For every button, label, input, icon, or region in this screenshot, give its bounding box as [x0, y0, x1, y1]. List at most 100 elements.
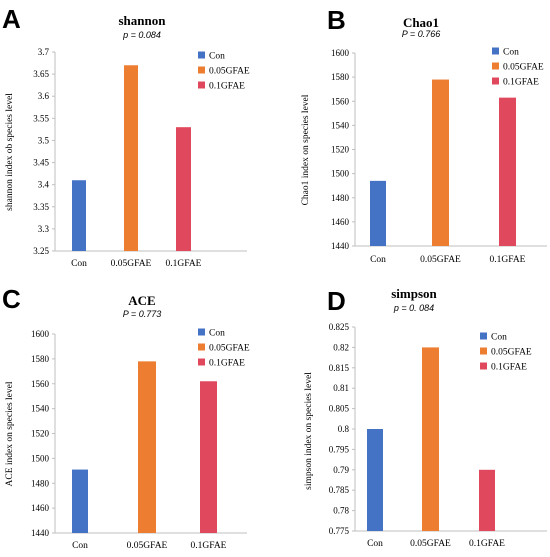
chart-title: simpson: [391, 286, 437, 301]
chart-title: shannon: [119, 13, 167, 28]
y-tick-label: 3.3: [38, 224, 50, 234]
x-category-label: Con: [72, 541, 88, 551]
x-category-label: 0.05GFAE: [127, 541, 168, 551]
legend-swatch: [198, 358, 205, 366]
x-category-label: 0.05GFAE: [420, 255, 461, 265]
y-tick-label: 1580: [331, 72, 350, 82]
y-tick-label: 0.805: [329, 404, 350, 414]
panel-letter: A: [2, 4, 21, 34]
legend-swatch: [198, 328, 205, 336]
y-tick-label: 1480: [31, 478, 50, 488]
legend-swatch: [480, 347, 487, 355]
y-tick-label: 1480: [331, 193, 350, 203]
legend-swatch: [492, 62, 499, 70]
y-tick-label: 3.7: [38, 47, 50, 57]
bar-con: [72, 180, 86, 251]
legend-label: Con: [491, 333, 507, 343]
y-tick-label: 3.65: [33, 69, 49, 79]
y-tick-label: 0.82: [333, 342, 349, 352]
y-tick-label: 0.825: [329, 322, 350, 332]
y-tick-label: 1440: [331, 241, 350, 251]
panel-letter: D: [327, 286, 346, 316]
bar-con: [370, 180, 386, 246]
y-tick-label: 3.4: [38, 180, 50, 190]
y-tick-label: 0.815: [329, 363, 350, 373]
legend-swatch: [480, 332, 487, 340]
bar-01gfae: [499, 97, 516, 246]
legend-label: 0.05GFAE: [209, 67, 250, 77]
bar-005gfae: [124, 65, 138, 252]
y-tick-label: 0.79: [333, 465, 349, 475]
x-category-label: Con: [367, 539, 383, 549]
bar-con: [367, 429, 383, 531]
y-tick-label: 3.55: [33, 113, 49, 123]
bar-con: [72, 469, 88, 533]
y-tick-label: 1500: [31, 453, 50, 463]
legend-label: 0.1GFAE: [209, 82, 245, 92]
legend-swatch: [198, 66, 205, 74]
bar-005gfae: [432, 79, 449, 246]
y-tick-label: 0.81: [333, 383, 349, 393]
y-tick-label: 1540: [331, 120, 350, 130]
y-tick-label: 1560: [331, 96, 350, 106]
y-tick-label: 1440: [31, 528, 50, 538]
y-axis-label: simpson index on species level: [304, 372, 314, 490]
bar-01gfae: [176, 127, 191, 251]
legend-label: 0.05GFAE: [503, 63, 544, 73]
y-tick-label: 1540: [31, 404, 50, 414]
p-value: P = 0.773: [123, 309, 161, 319]
bar-01gfae: [479, 469, 495, 531]
legend-label: Con: [503, 48, 519, 58]
y-tick-label: 0.78: [333, 506, 349, 516]
legend-label: Con: [209, 329, 225, 339]
y-tick-label: 1580: [31, 354, 50, 364]
legend-label: 0.05GFAE: [491, 348, 532, 358]
x-category-label: 0.1GFAE: [490, 255, 526, 265]
bar-01gfae: [200, 381, 217, 533]
x-category-label: 0.05GFAE: [111, 259, 152, 269]
x-category-label: Con: [71, 259, 87, 269]
legend-label: Con: [209, 52, 225, 62]
x-category-label: Con: [370, 255, 386, 265]
y-tick-label: 1600: [31, 329, 50, 339]
panel-letter: C: [2, 284, 21, 314]
y-tick-label: 0.785: [329, 485, 350, 495]
y-tick-label: 0.8: [338, 424, 350, 434]
y-tick-label: 1460: [31, 503, 50, 513]
y-tick-label: 3.25: [33, 246, 49, 256]
x-category-label: 0.1GFAE: [166, 259, 202, 269]
y-axis-label: ACE index on species level: [5, 381, 15, 486]
y-tick-label: 1600: [331, 48, 350, 58]
legend-label: 0.05GFAE: [209, 344, 250, 354]
legend-label: 0.1GFAE: [209, 359, 245, 369]
y-axis-label: shannon index ob species level: [5, 93, 15, 211]
chart-title: ACE: [128, 293, 155, 308]
y-tick-label: 1500: [331, 169, 350, 179]
p-value: p = 0.084: [122, 30, 161, 40]
y-tick-label: 1520: [31, 429, 50, 439]
x-category-label: 0.05GFAE: [410, 539, 451, 549]
bar-005gfae: [422, 347, 439, 531]
legend-swatch: [198, 343, 205, 351]
chart-title: Chao1: [403, 15, 439, 30]
x-category-label: 0.1GFAE: [191, 541, 227, 551]
legend-label: 0.1GFAE: [491, 363, 527, 373]
y-tick-label: 1460: [331, 217, 350, 227]
legend-swatch: [492, 77, 499, 85]
p-value: P = 0.766: [402, 29, 440, 39]
y-tick-label: 3.6: [38, 91, 50, 101]
y-tick-label: 0.775: [329, 526, 350, 536]
y-tick-label: 3.5: [38, 135, 50, 145]
legend-swatch: [198, 81, 205, 89]
p-value: p = 0. 084: [393, 303, 434, 313]
y-tick-label: 1520: [331, 145, 350, 155]
y-tick-label: 0.795: [329, 444, 350, 454]
x-category-label: 0.1GFAE: [469, 539, 505, 549]
panel-letter: B: [327, 5, 346, 35]
legend-swatch: [492, 47, 499, 55]
